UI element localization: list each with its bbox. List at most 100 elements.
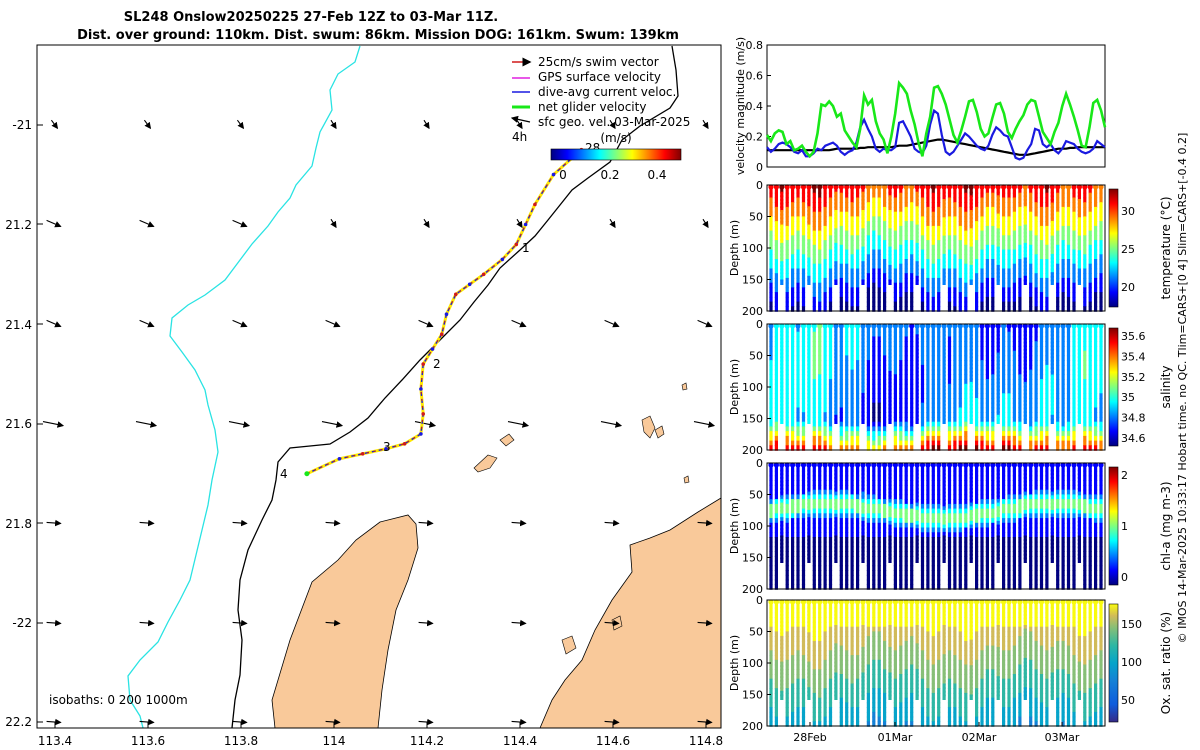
profile-cell (769, 282, 773, 289)
profile-cell (834, 359, 838, 366)
profile-cell (866, 522, 870, 529)
profile-cell (1002, 235, 1006, 241)
profile-cell (856, 355, 860, 361)
profile-cell (1094, 292, 1098, 298)
profile-cell (807, 356, 811, 362)
profile-cell (942, 411, 946, 417)
profile-cell (1056, 192, 1060, 199)
profile-cell (769, 518, 773, 524)
profile-cell (823, 407, 827, 413)
profile-cell (893, 244, 897, 251)
profile-cell (1018, 484, 1022, 491)
profile-cell (964, 197, 968, 203)
profile-column (995, 462, 1001, 563)
profile-cell (834, 477, 838, 483)
profile-cell (1045, 244, 1049, 251)
profile-cell (958, 331, 962, 338)
profile-cell (926, 259, 930, 265)
profile-cell (899, 360, 903, 366)
profile-cell (996, 553, 1000, 560)
profile-cell (828, 211, 833, 218)
profile-cell (1077, 374, 1081, 381)
profile-column (1028, 184, 1034, 312)
profile-cell (980, 374, 984, 380)
profile-cell (1072, 440, 1076, 447)
profile-cell (958, 522, 962, 529)
profile-cell (791, 369, 795, 376)
profile-cell (1066, 407, 1071, 413)
surface-dot (968, 323, 974, 329)
profile-cell (856, 475, 860, 481)
profile-column (849, 184, 855, 312)
profile-cell (883, 398, 887, 404)
profile-cell (1007, 263, 1011, 270)
profile-cell (980, 202, 984, 208)
track-marker (430, 347, 435, 351)
profile-cell (888, 400, 892, 406)
profile-cell (845, 369, 849, 376)
surface-dot (790, 323, 796, 329)
profile-cell (845, 489, 849, 496)
profile-cell (872, 466, 876, 472)
profile-cell (785, 273, 789, 279)
profile-cell (899, 574, 903, 581)
profile-cell (926, 292, 930, 298)
profile-cell (812, 327, 816, 333)
profile-cell (1077, 330, 1081, 337)
track-marker (421, 362, 426, 366)
profile-cell (991, 470, 995, 477)
profile-column (941, 462, 947, 563)
surface-dot (946, 462, 953, 468)
profile-cell (953, 570, 957, 576)
profile-cell (991, 499, 995, 505)
profile-cell (1034, 259, 1038, 265)
profile-cell (877, 527, 881, 533)
profile-cell (904, 584, 908, 590)
profile-cell (926, 503, 930, 510)
profile-cell (969, 389, 973, 395)
profile-cell (947, 374, 952, 380)
profile-cell (1039, 407, 1044, 413)
profile-cell (969, 484, 973, 490)
profile-cell (807, 268, 811, 274)
profile-cell (888, 381, 892, 388)
profile-cell (1039, 360, 1044, 366)
profile-cell (969, 224, 973, 231)
profile-cell (812, 301, 816, 308)
profile-cell (850, 263, 854, 270)
profile-cell (1066, 421, 1071, 428)
profile-cell (1002, 383, 1006, 390)
profile-cell (807, 403, 811, 410)
profile-cell (991, 513, 995, 519)
profile-cell (856, 360, 860, 366)
profile-cell (915, 213, 919, 220)
profile-cell (958, 499, 962, 505)
profile-cell (807, 261, 811, 267)
profile-cell (1034, 263, 1038, 270)
profile-cell (796, 499, 800, 505)
profile-cell (985, 480, 989, 486)
profile-cell (823, 292, 827, 298)
profile-cell (769, 360, 773, 366)
profile-column (936, 323, 942, 451)
profile-cell (985, 374, 989, 380)
profile-cell (1099, 440, 1103, 447)
profile-cell (1061, 306, 1065, 312)
profile-cell (1050, 202, 1054, 209)
profile-cell (785, 466, 789, 472)
profile-cell (1050, 367, 1054, 373)
profile-cell (872, 565, 876, 571)
profile-column (930, 323, 936, 451)
profile-cell (845, 398, 849, 404)
profile-cell (915, 228, 919, 234)
profile-cell (947, 494, 952, 500)
profile-cell (958, 393, 962, 399)
profile-cell (785, 570, 789, 576)
profile-column (892, 184, 899, 312)
profile-cell (1050, 359, 1054, 366)
profile-cell (893, 513, 897, 519)
profile-cell (915, 553, 919, 560)
profile-cell (785, 327, 789, 333)
profile-cell (796, 355, 800, 361)
profile-cell (856, 527, 860, 533)
